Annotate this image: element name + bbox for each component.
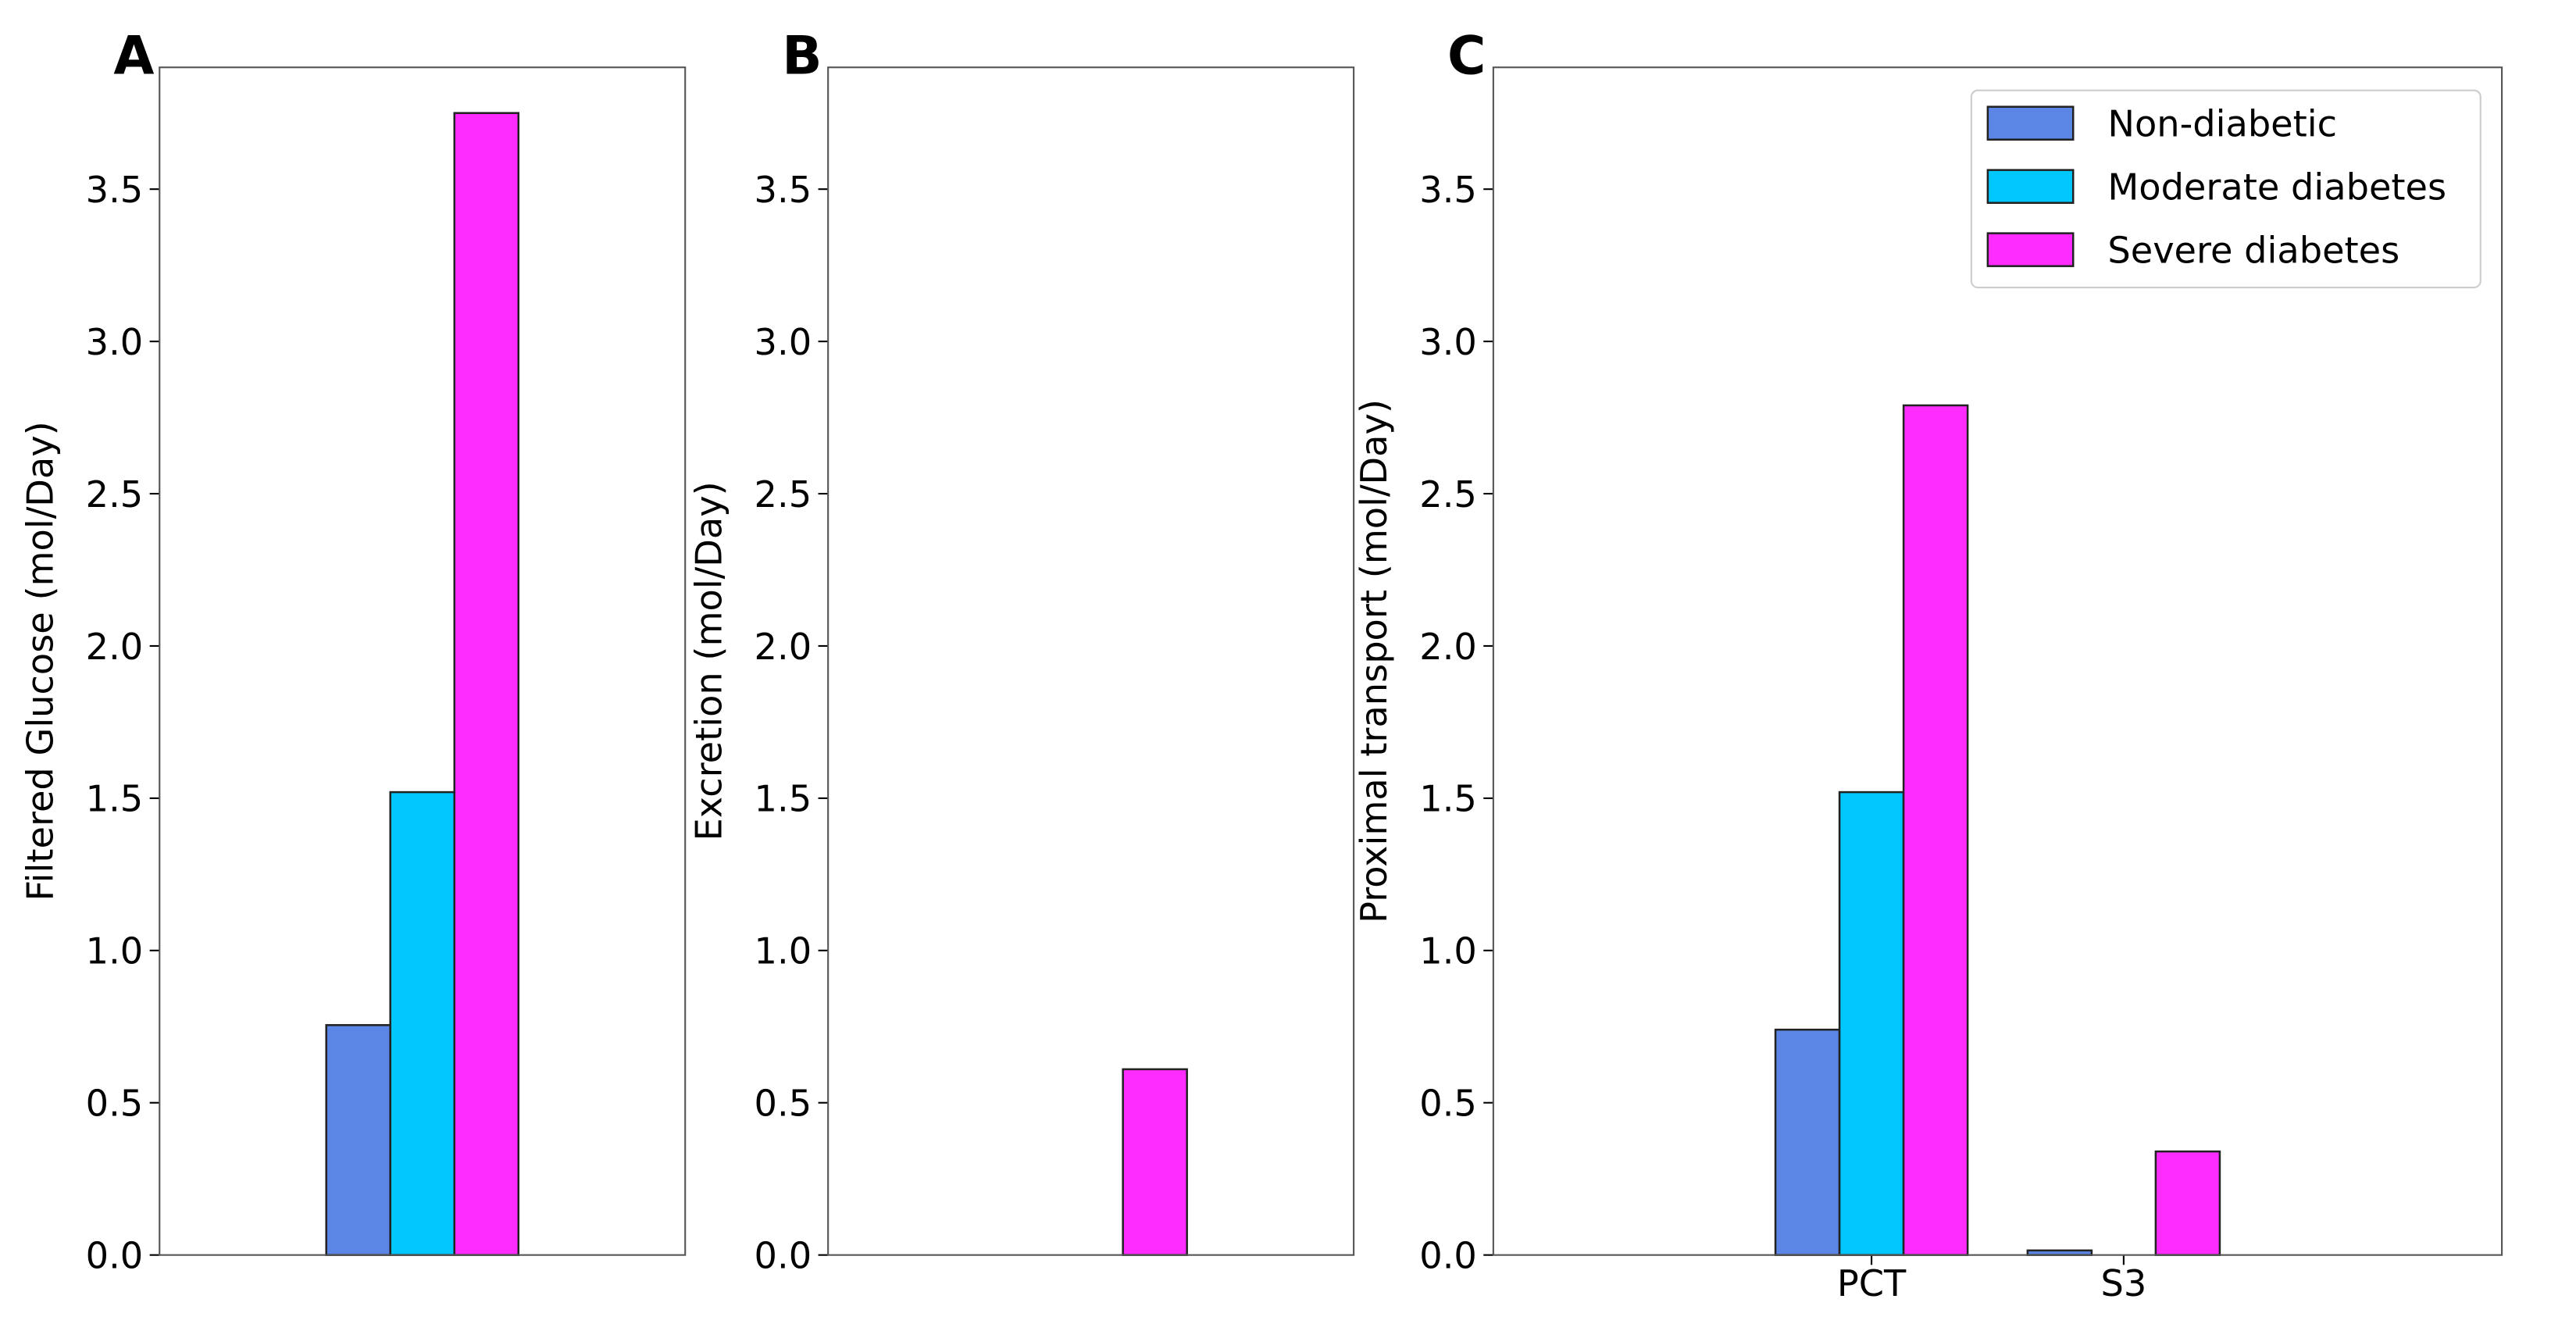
panel-label: A xyxy=(113,26,154,87)
plot-frame xyxy=(159,66,687,1256)
y-axis-label: Proximal transport (mol/Day) xyxy=(1353,399,1395,923)
legend-label: Moderate diabetes xyxy=(2107,166,2446,209)
x-tick-label: S3 xyxy=(2100,1262,2146,1304)
y-tick-label: 1.0 xyxy=(1419,930,1477,972)
bar xyxy=(1838,790,1905,1256)
y-tick-label: 2.0 xyxy=(1419,626,1477,668)
y-tick-label: 0.0 xyxy=(755,1234,812,1276)
y-tick-label: 1.5 xyxy=(86,778,144,820)
bar xyxy=(325,1024,391,1256)
y-tick-label: 1.0 xyxy=(86,930,144,972)
y-tick-label: 2.5 xyxy=(755,473,812,516)
y-tick-label: 3.0 xyxy=(755,321,812,363)
legend-label: Severe diabetes xyxy=(2107,229,2399,271)
y-tick-label: 0.5 xyxy=(755,1083,812,1125)
plot-frame xyxy=(827,66,1355,1256)
y-tick-label: 0.0 xyxy=(86,1234,144,1276)
y-tick-label: 3.5 xyxy=(755,169,812,211)
bar xyxy=(2154,1150,2221,1256)
y-axis-label: Filtered Glucose (mol/Day) xyxy=(20,421,62,901)
legend-swatch xyxy=(1986,169,2075,204)
y-tick-label: 1.5 xyxy=(1419,778,1477,820)
panel-label: C xyxy=(1447,26,1486,87)
y-tick-label: 1.5 xyxy=(755,778,812,820)
y-tick-label: 3.5 xyxy=(1419,169,1477,211)
bar xyxy=(453,112,520,1256)
y-tick-label: 3.0 xyxy=(86,321,144,363)
y-tick-label: 1.0 xyxy=(755,930,812,972)
bar xyxy=(389,790,456,1256)
plot-frame xyxy=(1492,66,2503,1256)
legend-label: Non-diabetic xyxy=(2107,103,2337,145)
y-tick-label: 2.0 xyxy=(86,626,144,668)
legend-swatch xyxy=(1986,232,2075,267)
legend-swatch xyxy=(1986,105,2075,141)
y-tick-label: 2.0 xyxy=(755,626,812,668)
y-tick-label: 2.5 xyxy=(86,473,144,516)
panel-label: B xyxy=(782,26,822,87)
bar xyxy=(1774,1028,1841,1256)
y-axis-label: Excretion (mol/Day) xyxy=(687,481,730,840)
y-tick-label: 0.5 xyxy=(1419,1083,1477,1125)
bar xyxy=(1122,1068,1188,1256)
bar xyxy=(1902,404,1969,1256)
y-tick-label: 0.0 xyxy=(1419,1234,1477,1276)
y-tick-label: 2.5 xyxy=(1419,473,1477,516)
y-tick-label: 3.5 xyxy=(86,169,144,211)
x-tick-label: PCT xyxy=(1837,1262,1907,1304)
legend-box xyxy=(1970,89,2481,289)
y-tick-label: 3.0 xyxy=(1419,321,1477,363)
y-tick-label: 0.5 xyxy=(86,1083,144,1125)
